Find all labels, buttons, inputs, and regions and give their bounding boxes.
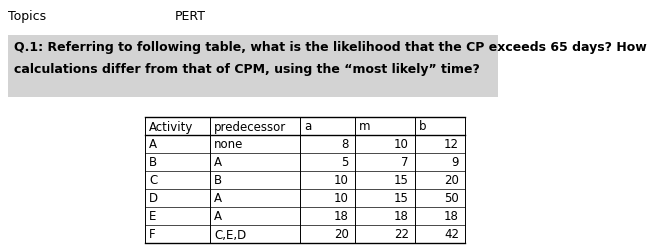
Text: 50: 50 <box>444 192 459 205</box>
Text: 22: 22 <box>394 228 409 241</box>
Text: a: a <box>304 120 311 133</box>
Text: 18: 18 <box>394 210 409 223</box>
Text: 10: 10 <box>334 192 349 205</box>
Text: A: A <box>214 156 222 169</box>
Text: 15: 15 <box>394 192 409 205</box>
Text: 8: 8 <box>342 138 349 151</box>
Text: 5: 5 <box>342 156 349 169</box>
Text: 15: 15 <box>394 174 409 187</box>
Text: Q.1: Referring to following table, what is the likelihood that the CP exceeds 65: Q.1: Referring to following table, what … <box>14 41 651 54</box>
Text: C,E,D: C,E,D <box>214 228 246 241</box>
Text: 20: 20 <box>334 228 349 241</box>
Text: 12: 12 <box>444 138 459 151</box>
Text: A: A <box>214 210 222 223</box>
Text: none: none <box>214 138 243 151</box>
Text: E: E <box>149 210 156 223</box>
Text: 42: 42 <box>444 228 459 241</box>
Text: predecessor: predecessor <box>214 120 286 133</box>
Text: A: A <box>149 138 157 151</box>
Text: Topics: Topics <box>8 10 46 23</box>
Text: 10: 10 <box>334 174 349 187</box>
Text: b: b <box>419 120 426 133</box>
Text: m: m <box>359 120 370 133</box>
Text: F: F <box>149 228 156 241</box>
Text: D: D <box>149 192 158 205</box>
Text: 7: 7 <box>402 156 409 169</box>
Text: 20: 20 <box>444 174 459 187</box>
Text: C: C <box>149 174 158 187</box>
Text: B: B <box>214 174 222 187</box>
Text: B: B <box>149 156 157 169</box>
Text: 18: 18 <box>334 210 349 223</box>
Text: 9: 9 <box>452 156 459 169</box>
Text: 10: 10 <box>394 138 409 151</box>
Text: calculations differ from that of CPM, using the “most likely” time?: calculations differ from that of CPM, us… <box>14 63 480 76</box>
Text: A: A <box>214 192 222 205</box>
Bar <box>8 36 498 98</box>
Text: 18: 18 <box>444 210 459 223</box>
Text: PERT: PERT <box>175 10 206 23</box>
Text: Activity: Activity <box>149 120 193 133</box>
